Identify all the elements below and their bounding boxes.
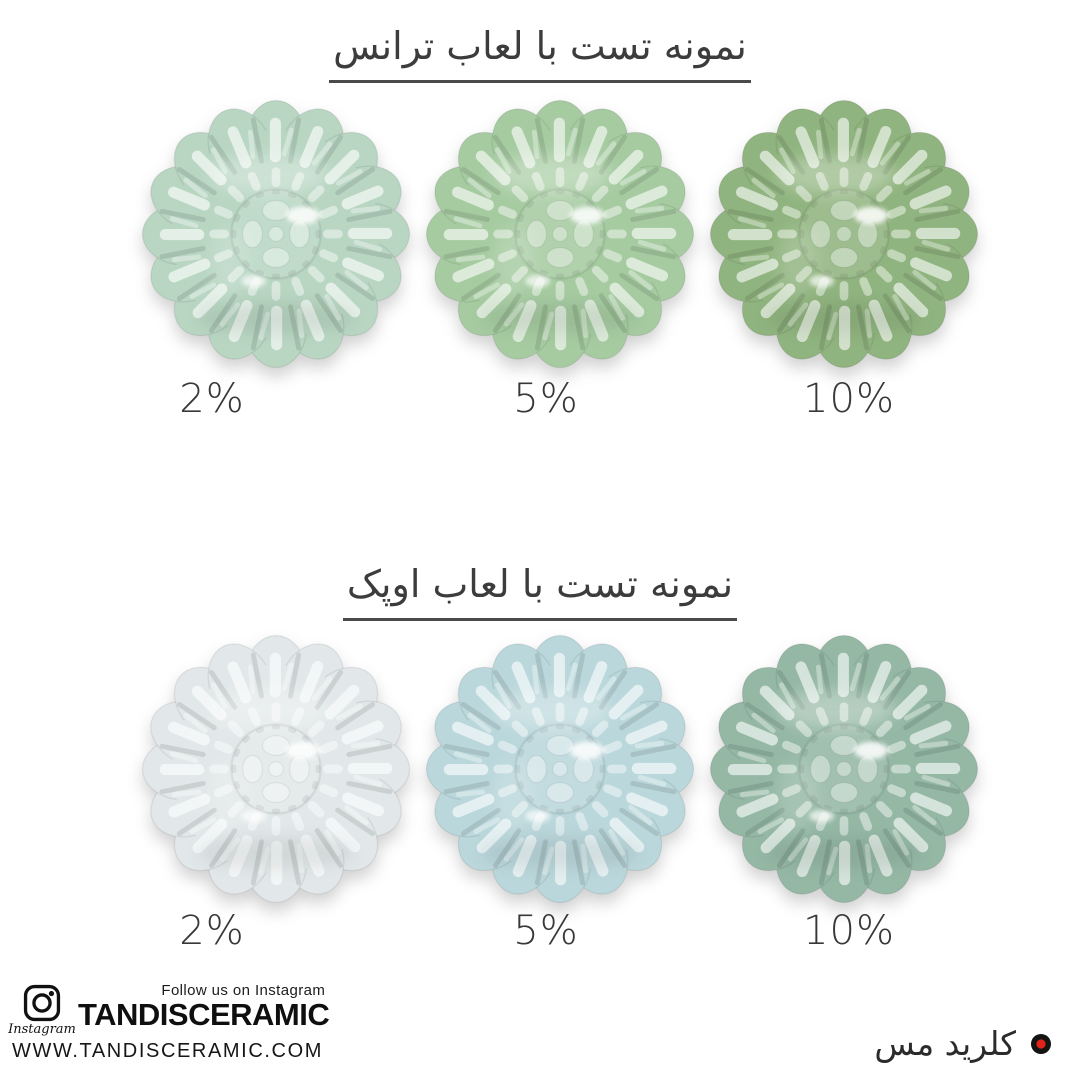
concentration-label: 2% <box>179 376 245 422</box>
concentration-label: 10% <box>803 376 895 422</box>
section-title-text: نمونه تست با لعاب ترانس <box>329 24 751 83</box>
instagram-icon <box>23 984 61 1022</box>
label-row-opaque: 2% 5% 10% <box>0 908 1080 960</box>
follow-text: Follow us on Instagram <box>161 982 326 999</box>
sample-row-trans <box>140 98 980 370</box>
section-title-trans: نمونه تست با لعاب ترانس <box>0 24 1080 83</box>
website-url: WWW.TANDISCERAMIC.COM <box>12 1040 323 1062</box>
glaze-sample <box>140 633 412 905</box>
ceramic-flower-image <box>424 633 696 905</box>
ceramic-flower-image <box>708 633 980 905</box>
glaze-sample <box>140 98 412 370</box>
glaze-sample <box>424 98 696 370</box>
instagram-badge: Instagram <box>8 982 76 1037</box>
footer: Instagram Follow us on Instagram TANDISC… <box>8 982 330 1063</box>
material-label: کلرید مس <box>874 1024 1016 1063</box>
glaze-sample <box>708 98 980 370</box>
brand-name: TANDISCERAMIC <box>78 997 330 1032</box>
concentration-label: 5% <box>513 908 579 954</box>
ceramic-flower-image <box>424 98 696 370</box>
glaze-sample <box>424 633 696 905</box>
ceramic-flower-image <box>140 98 412 370</box>
ceramic-flower-image <box>708 98 980 370</box>
label-row-trans: 2% 5% 10% <box>0 376 1080 428</box>
instagram-script-label: Instagram <box>8 1022 76 1037</box>
ceramic-flower-image <box>140 633 412 905</box>
material-legend: کلرید مس <box>874 1024 1052 1063</box>
concentration-label: 2% <box>179 908 245 954</box>
glaze-sample <box>708 633 980 905</box>
concentration-label: 10% <box>803 908 895 954</box>
concentration-label: 5% <box>513 376 579 422</box>
section-title-text: نمونه تست با لعاب اوپک <box>342 562 738 621</box>
material-bullet-icon <box>1031 1033 1051 1054</box>
sample-row-opaque <box>140 633 980 905</box>
section-title-opaque: نمونه تست با لعاب اوپک <box>0 562 1080 621</box>
